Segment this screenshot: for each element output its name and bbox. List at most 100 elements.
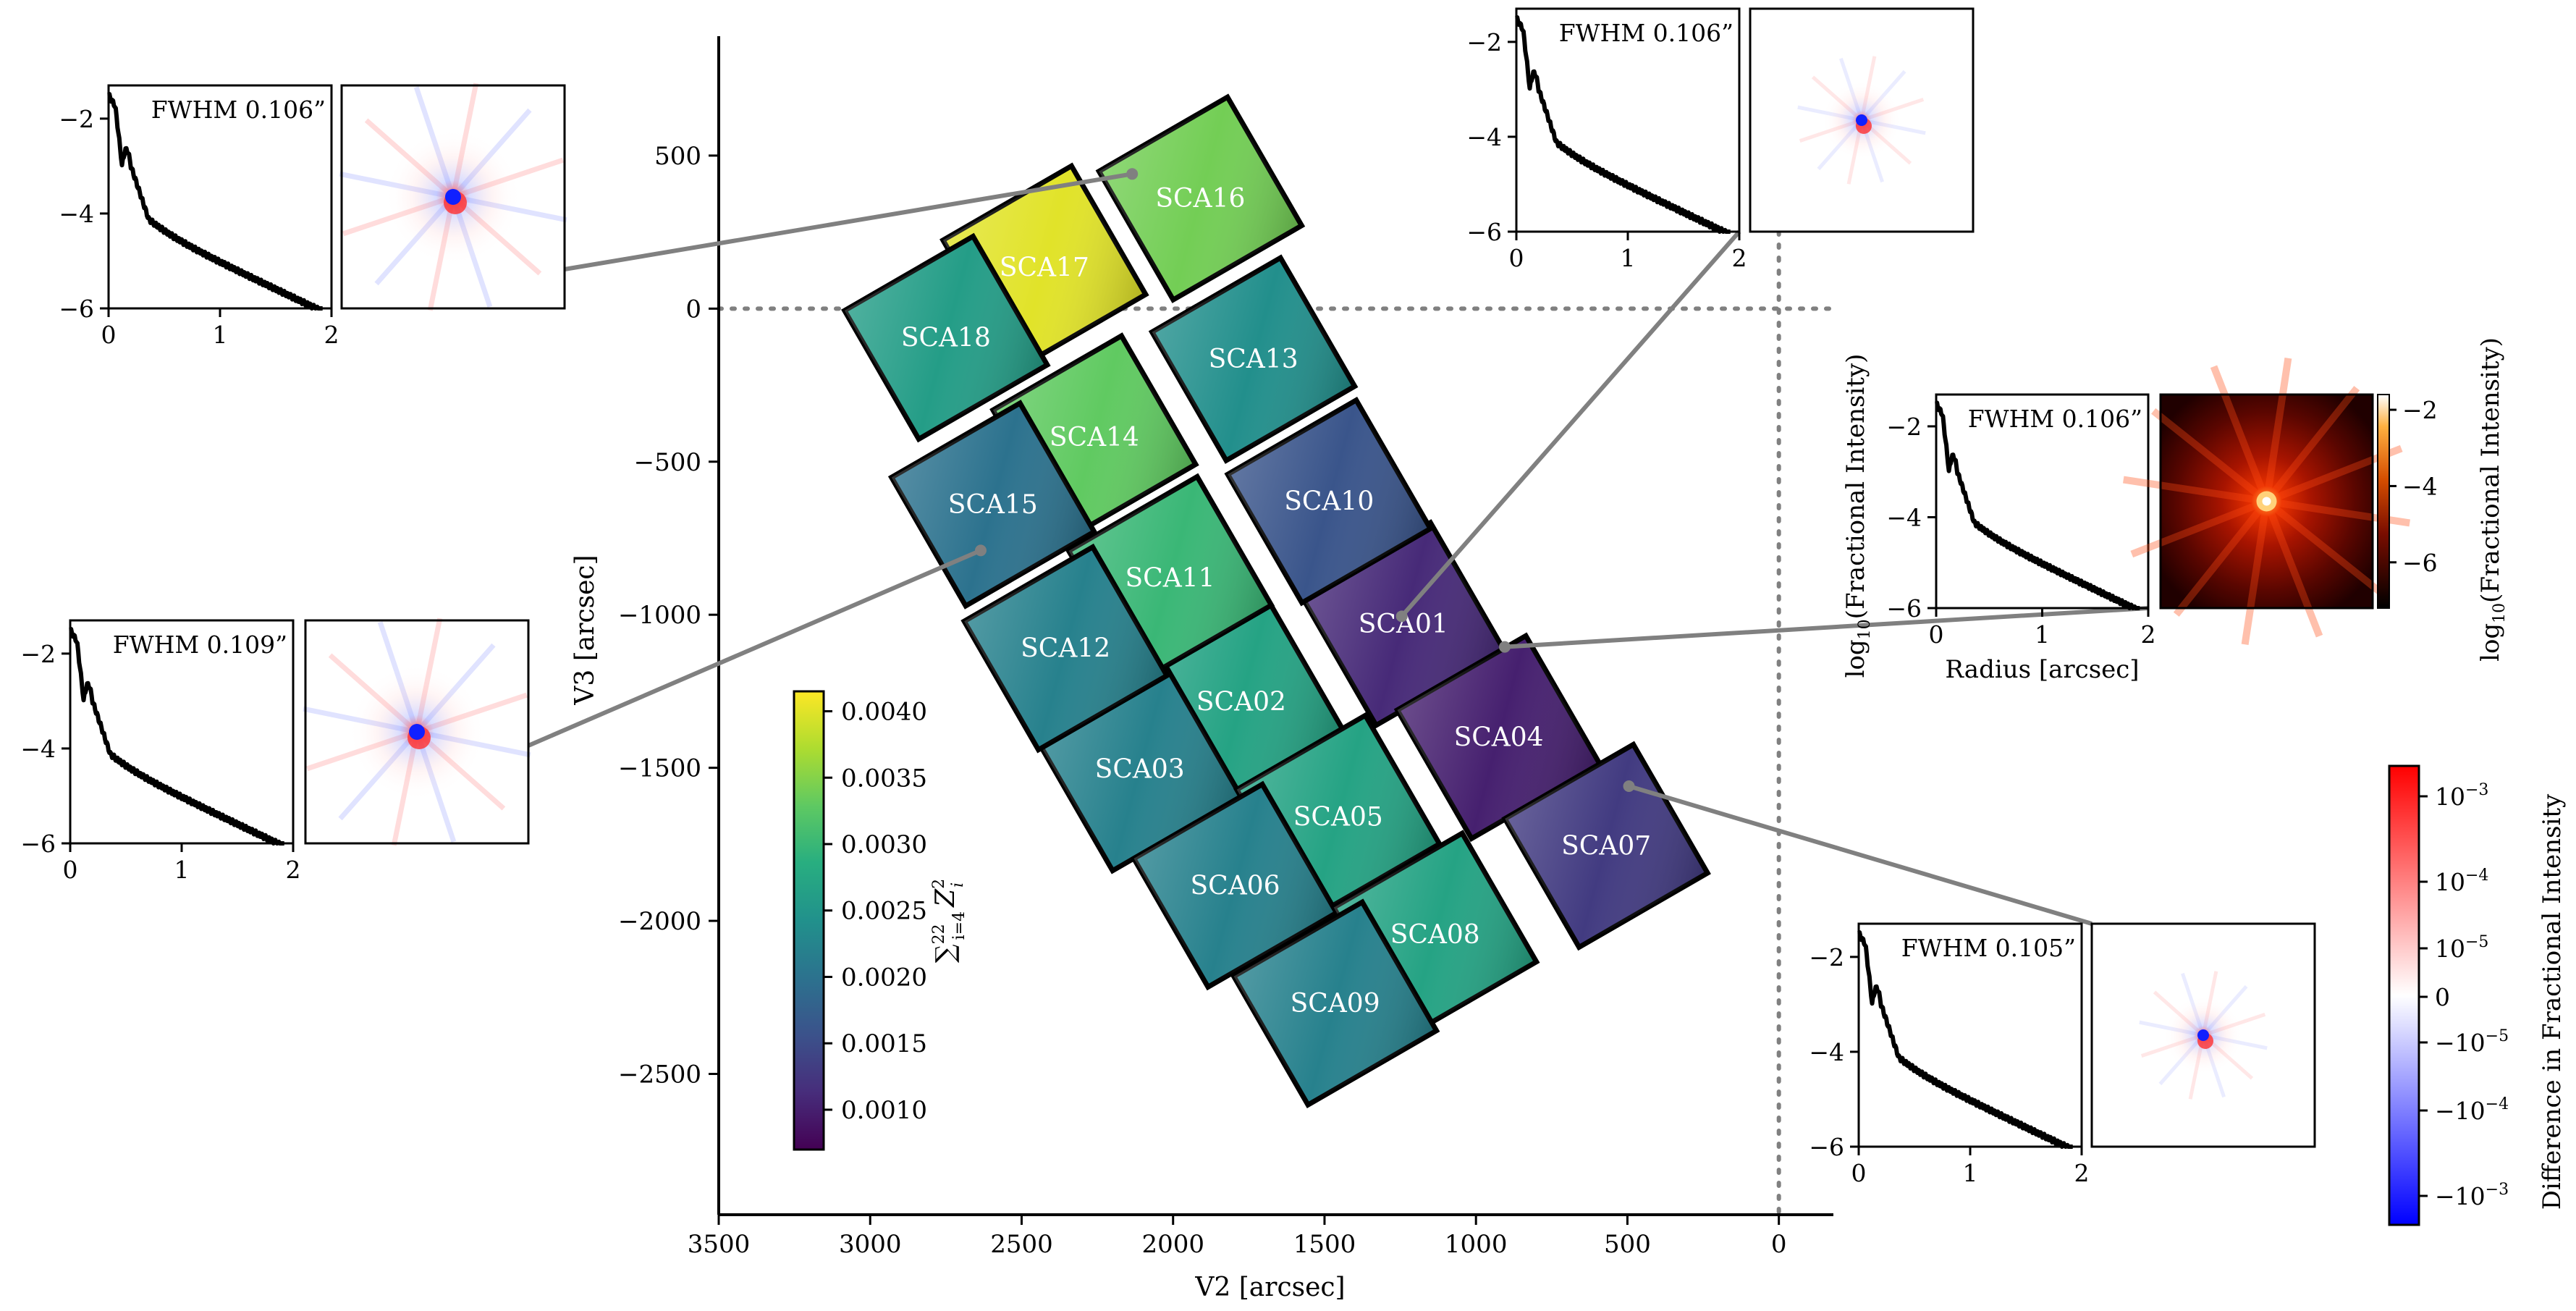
colorbar-diff-bar: [2388, 764, 2420, 1226]
detector-label: SCA10: [1284, 487, 1374, 517]
main-ylabel: V3 [arcsec]: [570, 555, 600, 705]
detector-sca06: [1130, 780, 1340, 991]
colorbar-diff-label: Difference in Fractional Intensity: [2538, 793, 2567, 1210]
detector-label: SCA09: [1291, 989, 1380, 1019]
inset-x-tick-label: 2: [2141, 620, 2156, 649]
detector-label: SCA11: [1126, 563, 1215, 593]
colorbar-diff-tick-label: 0: [2435, 983, 2450, 1011]
detector-label: SCA15: [948, 490, 1038, 520]
inset-y-tick-label: −6: [1886, 594, 1922, 623]
inset-x-tick-label: 1: [1963, 1159, 1978, 1187]
inset-connector: [1400, 230, 1741, 618]
detector-label: SCA06: [1190, 871, 1280, 901]
colorbar-main-tick-label: 0.0020: [841, 963, 927, 992]
inset-y-tick-label: −2: [1809, 943, 1844, 971]
detector-shade: [964, 547, 1167, 750]
colorbar-main-tick-label: 0.0040: [841, 698, 927, 727]
x-tick-label: 3500: [688, 1230, 751, 1259]
colorbar-diff-tick-label: −10−5: [2435, 1027, 2509, 1057]
colorbar-diff-exp: −5: [2486, 1027, 2509, 1045]
detector-sca18: [841, 232, 1051, 443]
radial-profile-line: [68, 627, 286, 846]
inset-fwhm-label: FWHM 0.106”: [1968, 405, 2142, 433]
y-tick-label: −1500: [618, 754, 701, 783]
detector-shade: [1397, 636, 1600, 839]
inset-ylabel: log10(Fractional Intensity): [1841, 354, 1874, 678]
detector-label: SCA04: [1454, 722, 1544, 752]
y-tick-label: −2500: [618, 1060, 701, 1089]
colorbar-main-tick-label: 0.0035: [841, 764, 927, 793]
colorbar-diff-exp: −5: [2465, 933, 2488, 951]
colorbar-diff-tick-label: 10−5: [2435, 933, 2488, 963]
inset-y-tick-label: −4: [59, 200, 94, 228]
inset-image-frame: [340, 84, 566, 310]
colorbar-psf-tick-label: −2: [2402, 396, 2438, 424]
inset-fwhm-label: FWHM 0.109”: [113, 631, 287, 659]
inset-connector: [1628, 784, 2093, 926]
colorbar-diff-exp: −4: [2465, 867, 2488, 885]
detector-shade: [1233, 902, 1437, 1105]
colorbar-main-bar: [793, 690, 825, 1151]
inset-y-tick-label: −2: [1886, 413, 1922, 441]
colorbar-psf-tick-label: −4: [2402, 472, 2438, 500]
detector-sca15: [887, 400, 1098, 610]
detector-shade: [1152, 258, 1355, 461]
inset-y-tick-label: −6: [1809, 1133, 1844, 1161]
detector-label: SCA14: [1050, 423, 1139, 452]
colorbar-main-tick-label: 0.0030: [841, 830, 927, 859]
colorbar-diff-tick-label: 10−4: [2435, 867, 2488, 896]
detector-label: SCA16: [1155, 184, 1245, 214]
colorbar-diff: 10−3 10−4 10−5 0 −10−5 −10−4 −10−3 Difference …: [2388, 764, 2567, 1226]
difference-core: [409, 724, 425, 740]
detector-sca13: [1148, 254, 1359, 464]
psf-spike: [2263, 357, 2292, 502]
psf-spike: [2241, 500, 2271, 646]
detector-shade: [1133, 784, 1337, 987]
difference-image: [1749, 7, 1975, 233]
psf-spike: [2263, 499, 2323, 638]
detector-shade: [844, 236, 1047, 439]
detector-label: SCA12: [1021, 634, 1110, 664]
detector-shade: [1099, 97, 1302, 300]
y-tick-label: −500: [634, 448, 701, 477]
inset-image-frame: [2090, 922, 2316, 1148]
psf-spike: [2264, 498, 2382, 595]
inset-ylabel-rest: (Fractional Intensity): [1841, 354, 1870, 620]
inset-y-tick-label: −6: [20, 830, 56, 858]
inset-fwhm-label: FWHM 0.106”: [1559, 19, 1733, 47]
main-axes: 3500 3000 2500 2000 1500 1000 500 0 500 0 −500 −100…: [618, 36, 1833, 1259]
psf-spike: [2130, 497, 2268, 558]
x-tick-label: 3000: [839, 1230, 902, 1259]
inset-anchor-dot: [974, 544, 987, 557]
inset-x-tick-label: 0: [101, 321, 117, 349]
inset-anchor-dot: [1126, 168, 1139, 180]
inset-x-tick-label: 2: [324, 321, 339, 349]
colorbar-main-label: ∑22 i=4Z2i: [930, 879, 968, 963]
colorbar-diff-tick-label: 10−3: [2435, 781, 2488, 811]
colorbar-main-tick-label: 0.0025: [841, 897, 927, 926]
x-tick-label: 0: [1771, 1230, 1787, 1259]
main-plot: SCA01SCA02SCA03SCA04SCA05SCA06SCA07SCA08…: [570, 36, 1836, 1302]
inset-anchor-dot: [1395, 610, 1408, 623]
detector-label: SCA18: [901, 324, 991, 353]
colorbar-diff-exp: −4: [2486, 1095, 2509, 1113]
psf-spike: [2122, 476, 2268, 505]
inset-anchor-dot: [1623, 780, 1635, 792]
inset-connector: [1504, 606, 2149, 649]
detector-sca04: [1393, 632, 1604, 843]
inset-x-tick-label: 2: [2074, 1159, 2090, 1187]
psf-spike: [2151, 408, 2269, 505]
colorbar-psf-ticks: −2 −4 −6: [2389, 396, 2438, 577]
inset-1: FWHM 0.106” 0 1 2 −2 −4 −6: [59, 83, 567, 349]
detector-label: SCA07: [1561, 831, 1651, 861]
detector-sca10: [1224, 396, 1435, 607]
colorbar-psf-tick-label: −6: [2402, 549, 2438, 577]
x-tick-label: 2500: [990, 1230, 1053, 1259]
inset-anchor-dot: [1498, 641, 1511, 653]
inset-image-frame: [304, 619, 530, 845]
inset-x-tick-label: 0: [1929, 620, 1944, 649]
inset-image-frame: [1749, 7, 1975, 233]
colorbar-main-tick-label: 0.0010: [841, 1096, 927, 1125]
x-tick-label: 1000: [1445, 1230, 1508, 1259]
inset-y-tick-label: −2: [1466, 28, 1502, 56]
